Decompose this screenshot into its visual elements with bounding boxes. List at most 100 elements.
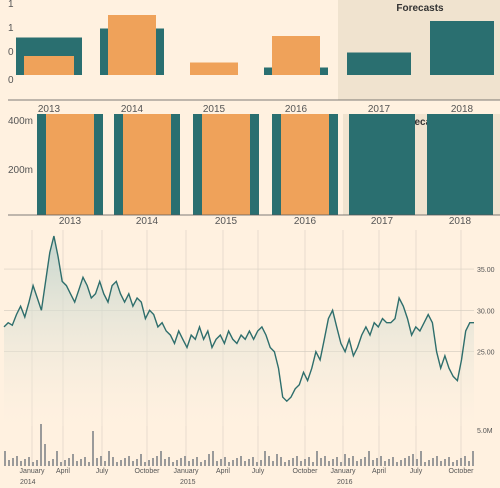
volume-bar bbox=[356, 461, 358, 466]
volume-bar bbox=[32, 462, 34, 466]
y-axis-ticks: 35.00 30.00 25.00 bbox=[477, 267, 495, 357]
bar-series-1 bbox=[349, 114, 415, 215]
volume-bar bbox=[340, 462, 342, 466]
volume-bar bbox=[316, 451, 318, 466]
x-tick-label: January bbox=[20, 468, 45, 475]
x-tick-label: July bbox=[252, 468, 265, 475]
volume-bar bbox=[128, 456, 130, 466]
x-tick-label: 2018 bbox=[449, 216, 472, 226]
volume-bar bbox=[40, 424, 42, 466]
y-tick-label: 200m bbox=[8, 165, 33, 176]
x-tick-label: 2015 bbox=[215, 216, 238, 226]
volume-bar bbox=[432, 458, 434, 466]
x-tick-label: 2016 bbox=[294, 216, 317, 226]
volume-bar bbox=[468, 461, 470, 466]
volume-bar bbox=[92, 431, 94, 466]
year-label: 2015 bbox=[180, 479, 196, 486]
volume-bar bbox=[364, 457, 366, 466]
volume-bar bbox=[80, 459, 82, 466]
volume-bar bbox=[208, 454, 210, 466]
x-tick-label: January bbox=[331, 468, 356, 475]
x-tick-label: July bbox=[410, 468, 423, 475]
price-line bbox=[3, 235, 474, 403]
volume-bar bbox=[248, 459, 250, 466]
bars-layer bbox=[37, 114, 493, 215]
year-label: 2014 bbox=[20, 479, 36, 486]
volume-bar bbox=[192, 459, 194, 466]
y-tick-label: 400m bbox=[8, 116, 33, 127]
volume-bar bbox=[96, 458, 98, 466]
volume-bars bbox=[4, 424, 474, 466]
volume-bar bbox=[376, 458, 378, 466]
y-tick-label: 35.00 bbox=[477, 267, 495, 274]
volume-bar bbox=[472, 451, 474, 466]
x-tick-label: 2016 bbox=[285, 104, 308, 115]
volume-bar bbox=[452, 462, 454, 466]
volume-bar bbox=[420, 451, 422, 466]
bar-series-2 bbox=[123, 114, 171, 215]
volume-bar bbox=[16, 456, 18, 466]
x-tick-label: 2014 bbox=[121, 104, 144, 115]
volume-bar bbox=[100, 456, 102, 466]
volume-bar bbox=[164, 459, 166, 466]
forecast-label: Forecasts bbox=[396, 3, 444, 14]
volume-bar bbox=[320, 458, 322, 466]
volume-bar bbox=[392, 457, 394, 466]
volume-bar bbox=[424, 462, 426, 466]
volume-bar bbox=[264, 451, 266, 466]
x-tick-label: 2018 bbox=[451, 104, 474, 115]
volume-bar bbox=[176, 460, 178, 466]
volume-bar bbox=[384, 461, 386, 466]
volume-bar bbox=[304, 459, 306, 466]
volume-bar bbox=[396, 462, 398, 466]
volume-bar bbox=[132, 461, 134, 466]
volume-bar bbox=[112, 457, 114, 466]
forecast-label: Forecasts bbox=[398, 117, 446, 128]
volume-bar bbox=[180, 458, 182, 466]
volume-bar bbox=[148, 460, 150, 466]
volume-bar bbox=[48, 461, 50, 466]
volume-bar bbox=[288, 460, 290, 466]
volume-bar bbox=[324, 456, 326, 466]
volume-bar bbox=[220, 459, 222, 466]
volume-bar bbox=[412, 454, 414, 466]
volume-bar bbox=[64, 460, 66, 466]
y-tick-label: 1 bbox=[8, 23, 14, 34]
x-tick-label: 2017 bbox=[368, 104, 391, 115]
x-tick-label: January bbox=[174, 468, 199, 475]
volume-bar bbox=[52, 459, 54, 466]
price-area bbox=[4, 236, 474, 426]
x-tick-label: 2017 bbox=[371, 216, 394, 226]
volume-bar bbox=[448, 457, 450, 466]
volume-bar bbox=[240, 456, 242, 466]
annual-chart-top: Forecasts 1 1 0 0 2013 2014 2015 2016 2017 2018 bbox=[8, 0, 500, 115]
volume-bar bbox=[360, 459, 362, 466]
volume-bar bbox=[344, 454, 346, 466]
volume-bar bbox=[36, 460, 38, 466]
volume-bar bbox=[144, 462, 146, 466]
volume-bar bbox=[24, 459, 26, 466]
volume-bar bbox=[152, 458, 154, 466]
bars-layer bbox=[16, 15, 494, 75]
bar-series-2 bbox=[46, 114, 94, 215]
x-tick-label: July bbox=[96, 468, 109, 475]
volume-bar bbox=[156, 456, 158, 466]
volume-bar bbox=[212, 451, 214, 466]
bar-series-2 bbox=[202, 114, 250, 215]
volume-bar bbox=[224, 457, 226, 466]
volume-bar bbox=[8, 460, 10, 466]
volume-bar bbox=[200, 462, 202, 466]
volume-bar bbox=[440, 461, 442, 466]
y-axis-ticks: 1 1 0 0 bbox=[8, 0, 14, 86]
volume-bar bbox=[444, 459, 446, 466]
volume-bar bbox=[184, 456, 186, 466]
bar-series-2 bbox=[24, 56, 74, 75]
volume-bar bbox=[300, 461, 302, 466]
volume-bar bbox=[272, 461, 274, 466]
volume-bar bbox=[216, 461, 218, 466]
volume-bar bbox=[380, 456, 382, 466]
volume-bar bbox=[416, 459, 418, 466]
volume-bar bbox=[280, 457, 282, 466]
volume-bar bbox=[252, 457, 254, 466]
